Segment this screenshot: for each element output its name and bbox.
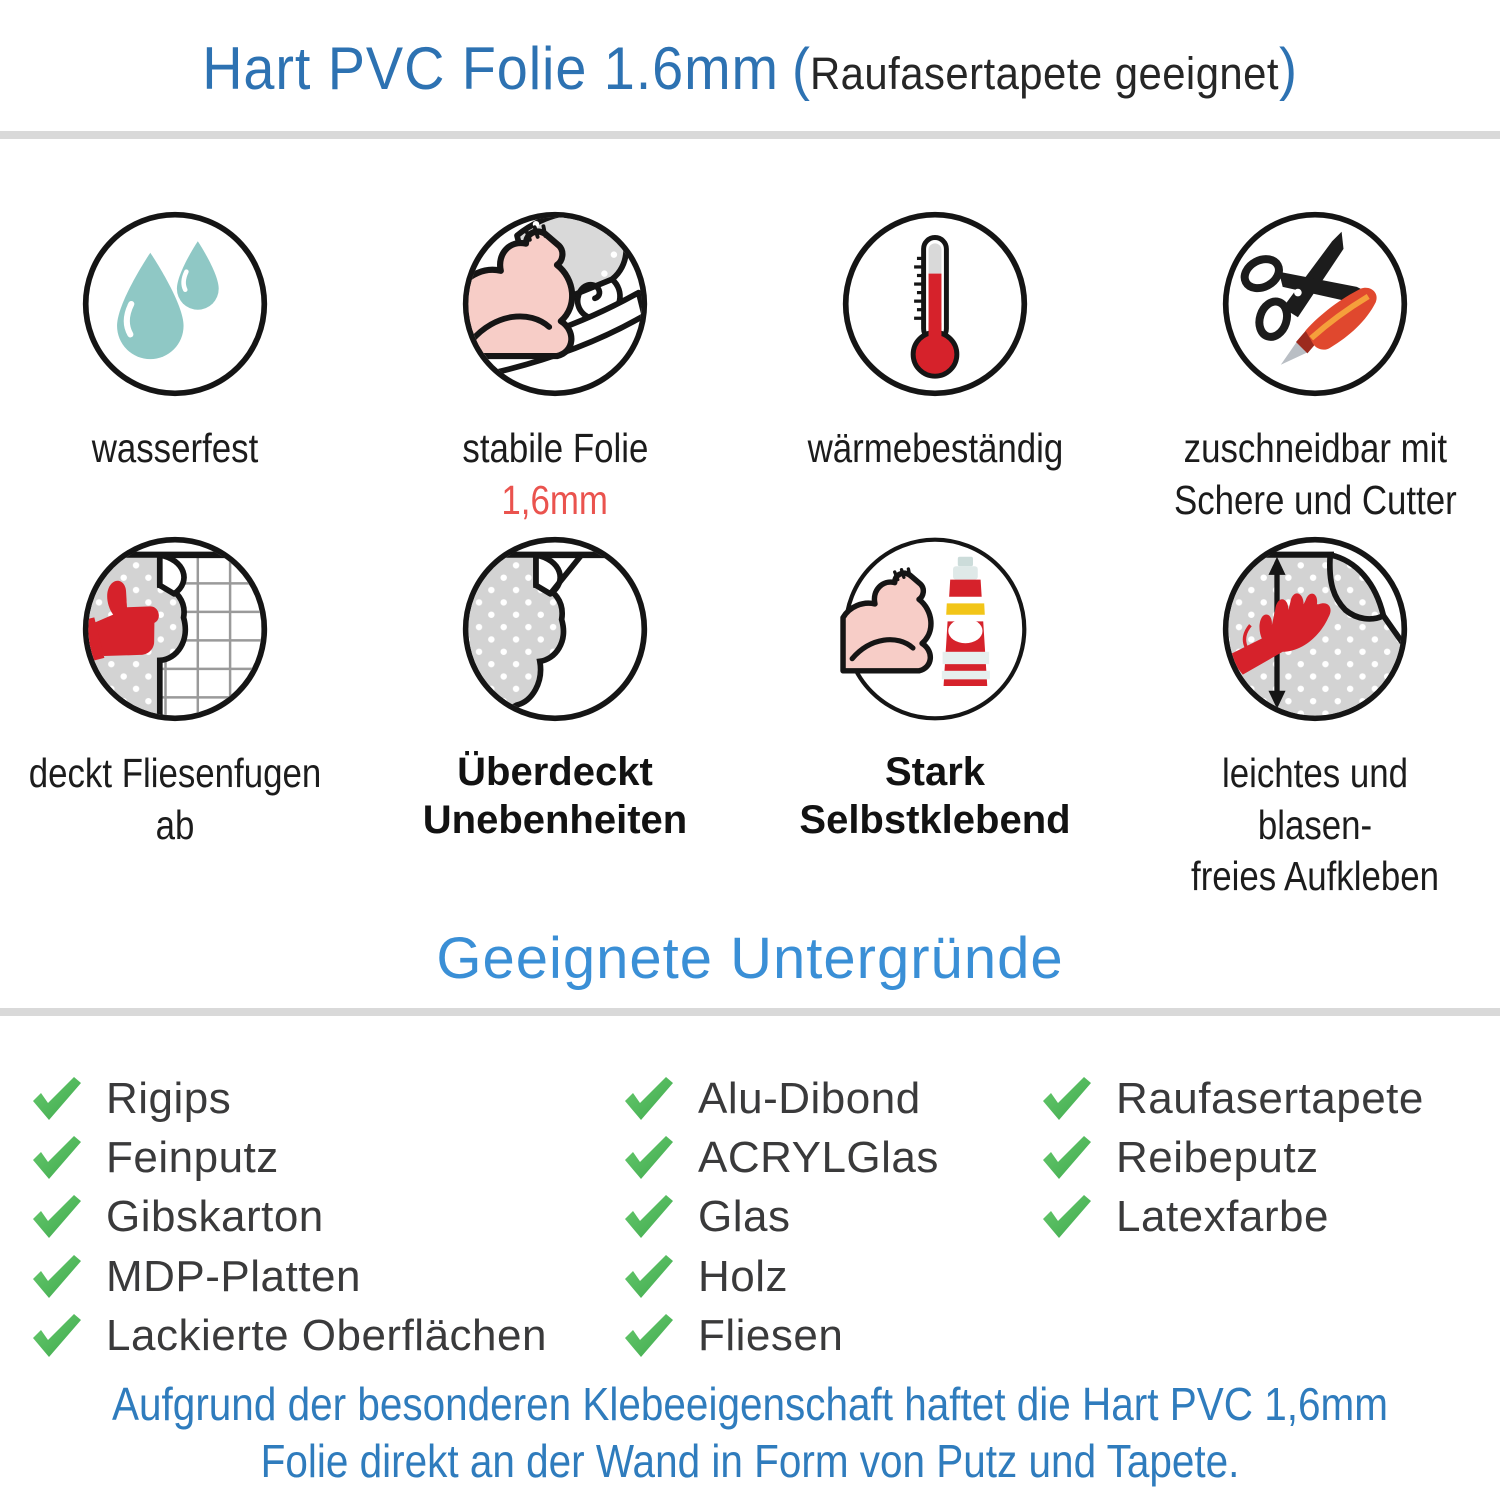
substrate-label: Rigips xyxy=(106,1074,232,1123)
feature-thickness-label: 1,6mm xyxy=(501,476,609,523)
substrate-label: Holz xyxy=(698,1251,789,1301)
substrate-item: Reibeputz xyxy=(1040,1133,1424,1183)
checkmark-icon xyxy=(625,1136,673,1180)
thumbs-up-tile-foil-icon xyxy=(80,534,270,724)
substrate-column-1: Rigips Feinputz Gibskarton MDP-Platten L… xyxy=(30,1074,547,1360)
feature-label: wärmebeständig xyxy=(807,425,1063,471)
substrate-item: Latexfarbe xyxy=(1040,1194,1424,1240)
substrate-label: ACRYLGlas xyxy=(698,1133,939,1183)
feature-label: stabile Folie xyxy=(462,425,648,471)
title-paren-close: ) xyxy=(1279,37,1298,102)
substrate-label: Latexfarbe xyxy=(1116,1192,1329,1242)
feature-zuschneidbar: zuschneidbar mit Schere und Cutter xyxy=(1133,209,1497,526)
checkmark-icon xyxy=(1043,1077,1091,1121)
substrate-item: Feinputz xyxy=(30,1133,547,1183)
feature-unebenheiten: Überdeckt Unebenheiten xyxy=(373,534,737,844)
substrate-label: Feinputz xyxy=(106,1133,279,1183)
checkmark-icon xyxy=(33,1254,81,1298)
substrate-item: ACRYLGlas xyxy=(622,1133,939,1183)
substrate-column-3: Raufasertapete Reibeputz Latexfarbe xyxy=(1040,1074,1424,1241)
footer-note: Aufgrund der besonderen Klebeeigenschaft… xyxy=(90,1376,1410,1490)
water-drops-icon xyxy=(80,209,270,399)
substrate-item: MDP-Platten xyxy=(30,1251,547,1301)
checkmark-icon xyxy=(625,1254,673,1298)
flexed-arm-foil-roll-icon xyxy=(460,209,650,399)
substrate-label: Lackierte Oberflächen xyxy=(106,1310,547,1360)
substrate-item: Lackierte Oberflächen xyxy=(30,1310,547,1360)
feature-stabile-folie: stabile Folie 1,6mm xyxy=(373,209,737,524)
divider-middle xyxy=(0,1008,1500,1016)
feature-waermebestaendig: wärmebeständig xyxy=(753,209,1117,475)
feature-fliesenfugen: deckt Fliesenfugen ab xyxy=(0,534,357,851)
substrate-column-2: Alu-Dibond ACRYLGlas Glas Holz Fliesen xyxy=(622,1074,939,1360)
feature-label: leichtes und blasen- freies Aufkleben xyxy=(1191,750,1439,900)
feature-wasserfest: wasserfest xyxy=(0,209,357,475)
section-title: Geeignete Untergründe xyxy=(436,926,1064,991)
checkmark-icon xyxy=(1043,1136,1091,1180)
substrate-item: Rigips xyxy=(30,1074,547,1123)
substrate-item: Alu-Dibond xyxy=(622,1074,939,1123)
substrate-item: Glas xyxy=(622,1194,939,1240)
substrate-label: Alu-Dibond xyxy=(698,1074,921,1123)
title-note: Raufasertapete geeignet xyxy=(810,48,1280,99)
footer-line-1: Aufgrund der besonderen Klebeeigenschaft… xyxy=(112,1378,1388,1430)
scissors-and-cutter-icon xyxy=(1220,209,1410,399)
substrate-label: Gibskarton xyxy=(106,1192,324,1242)
title-main: Hart PVC Folie 1.6mm xyxy=(202,35,780,102)
feature-label: Stark Selbstklebend xyxy=(799,750,1071,842)
substrate-label: Glas xyxy=(698,1192,791,1242)
flexed-arm-glue-tube-icon xyxy=(840,534,1030,724)
feature-selbstklebend: Stark Selbstklebend xyxy=(753,534,1117,844)
footer-line-2: Folie direkt an der Wand in Form von Put… xyxy=(260,1435,1240,1488)
thermometer-icon xyxy=(840,209,1030,399)
substrate-label: Raufasertapete xyxy=(1116,1074,1424,1123)
substrate-item: Fliesen xyxy=(622,1310,939,1360)
substrate-item: Raufasertapete xyxy=(1040,1074,1424,1123)
feature-label: zuschneidbar mit Schere und Cutter xyxy=(1173,425,1457,523)
checkmark-icon xyxy=(1043,1195,1091,1239)
hand-smoothing-foil-icon xyxy=(1220,534,1410,724)
substrate-item: Holz xyxy=(622,1251,939,1301)
feature-blasenfrei: leichtes und blasen- freies Aufkleben xyxy=(1133,534,1497,903)
feature-label: wasserfest xyxy=(91,425,259,471)
substrate-item: Gibskarton xyxy=(30,1194,547,1240)
substrate-label: Fliesen xyxy=(698,1310,844,1360)
substrate-label: MDP-Platten xyxy=(106,1251,361,1301)
checkmark-icon xyxy=(625,1313,673,1357)
checkmark-icon xyxy=(33,1195,81,1239)
foil-covering-fold-icon xyxy=(460,534,650,724)
title-paren-open: ( xyxy=(792,37,811,102)
feature-label: deckt Fliesenfugen ab xyxy=(28,750,322,848)
substrate-label: Reibeputz xyxy=(1116,1133,1319,1183)
checkmark-icon xyxy=(33,1077,81,1121)
checkmark-icon xyxy=(33,1313,81,1357)
page-title-text: Hart PVC Folie 1.6mm (Raufasertapete geei… xyxy=(203,34,1298,103)
checkmark-icon xyxy=(625,1195,673,1239)
feature-label: Überdeckt Unebenheiten xyxy=(422,750,688,842)
checkmark-icon xyxy=(33,1136,81,1180)
checkmark-icon xyxy=(625,1077,673,1121)
page-title: Hart PVC Folie 1.6mm (Raufasertapete geei… xyxy=(0,34,1500,103)
divider-top xyxy=(0,131,1500,139)
